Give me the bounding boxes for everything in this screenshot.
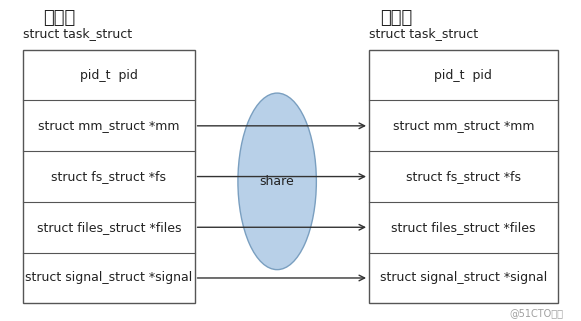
- Text: struct files_struct *files: struct files_struct *files: [391, 221, 536, 234]
- Text: struct fs_struct *fs: struct fs_struct *fs: [52, 170, 166, 183]
- Text: pid_t  pid: pid_t pid: [435, 69, 492, 82]
- Text: share: share: [260, 175, 295, 188]
- Text: struct fs_struct *fs: struct fs_struct *fs: [406, 170, 521, 183]
- Text: struct task_struct: struct task_struct: [23, 27, 132, 40]
- Text: pid_t  pid: pid_t pid: [80, 69, 138, 82]
- Text: struct task_struct: struct task_struct: [369, 27, 478, 40]
- Text: @51CTO博客: @51CTO博客: [510, 308, 564, 318]
- Text: struct signal_struct *signal: struct signal_struct *signal: [26, 272, 192, 284]
- Bar: [23, 50, 195, 303]
- Bar: [369, 50, 558, 303]
- Ellipse shape: [238, 93, 317, 270]
- Text: struct files_struct *files: struct files_struct *files: [37, 221, 181, 234]
- Text: struct signal_struct *signal: struct signal_struct *signal: [380, 272, 547, 284]
- Text: 父进程: 父进程: [44, 9, 76, 27]
- Text: struct mm_struct *mm: struct mm_struct *mm: [38, 119, 180, 132]
- Text: struct mm_struct *mm: struct mm_struct *mm: [393, 119, 534, 132]
- Text: 子进程: 子进程: [381, 9, 413, 27]
